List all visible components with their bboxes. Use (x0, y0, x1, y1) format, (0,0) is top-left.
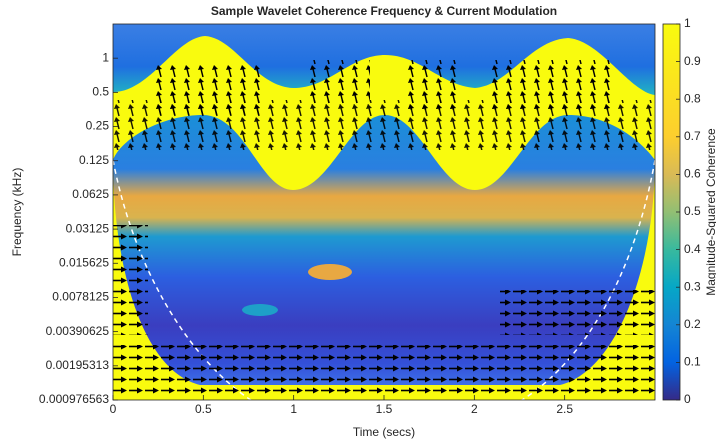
y-tick-label: 0.125 (79, 153, 109, 167)
coherence-map (113, 24, 655, 400)
x-axis-label: Time (secs) (353, 425, 415, 439)
y-tick-label: 0.00195313 (46, 358, 110, 372)
x-tick-label: 2 (471, 402, 478, 416)
y-tick-label: 0.5 (92, 85, 109, 99)
y-tick-label: 1 (102, 50, 109, 64)
colorbar-tick-label: 0.6 (684, 167, 701, 181)
x-tick-label: 0.5 (195, 402, 212, 416)
y-tick-label: 0.03125 (66, 221, 110, 235)
y-tick-label: 0.00390625 (46, 324, 110, 338)
colorbar-tick-label: 0.4 (684, 242, 701, 256)
y-axis-label: Frequency (kHz) (10, 168, 24, 257)
y-tick-label: 0.0625 (72, 187, 109, 201)
colorbar-tick-label: 0.9 (684, 54, 701, 68)
colorbar-tick-label: 0 (684, 392, 691, 406)
y-tick-label: 0.0078125 (52, 290, 109, 304)
colorbar-tick-label: 0.8 (684, 91, 701, 105)
colorbar-label: Magnitude-Squared Coherence (704, 128, 716, 296)
colorbar-tick-label: 0.3 (684, 279, 701, 293)
x-tick-label: 1 (290, 402, 297, 416)
x-tick-label: 2.5 (556, 402, 573, 416)
y-tick-label: 0.015625 (59, 255, 109, 269)
colorbar-tick-label: 0.1 (684, 355, 701, 369)
y-tick-label: 0.25 (86, 119, 110, 133)
colorbar-tick-label: 0.5 (684, 204, 701, 218)
colorbar-tick-label: 0.7 (684, 129, 701, 143)
chart-title: Sample Wavelet Coherence Frequency & Cur… (211, 4, 557, 18)
y-tick-label: 0.000976563 (39, 392, 109, 406)
x-tick-label: 1.5 (376, 402, 393, 416)
x-tick-label: 0 (110, 402, 117, 416)
colorbar-tick-label: 0.2 (684, 317, 701, 331)
colorbar-tick-label: 1 (684, 16, 691, 30)
